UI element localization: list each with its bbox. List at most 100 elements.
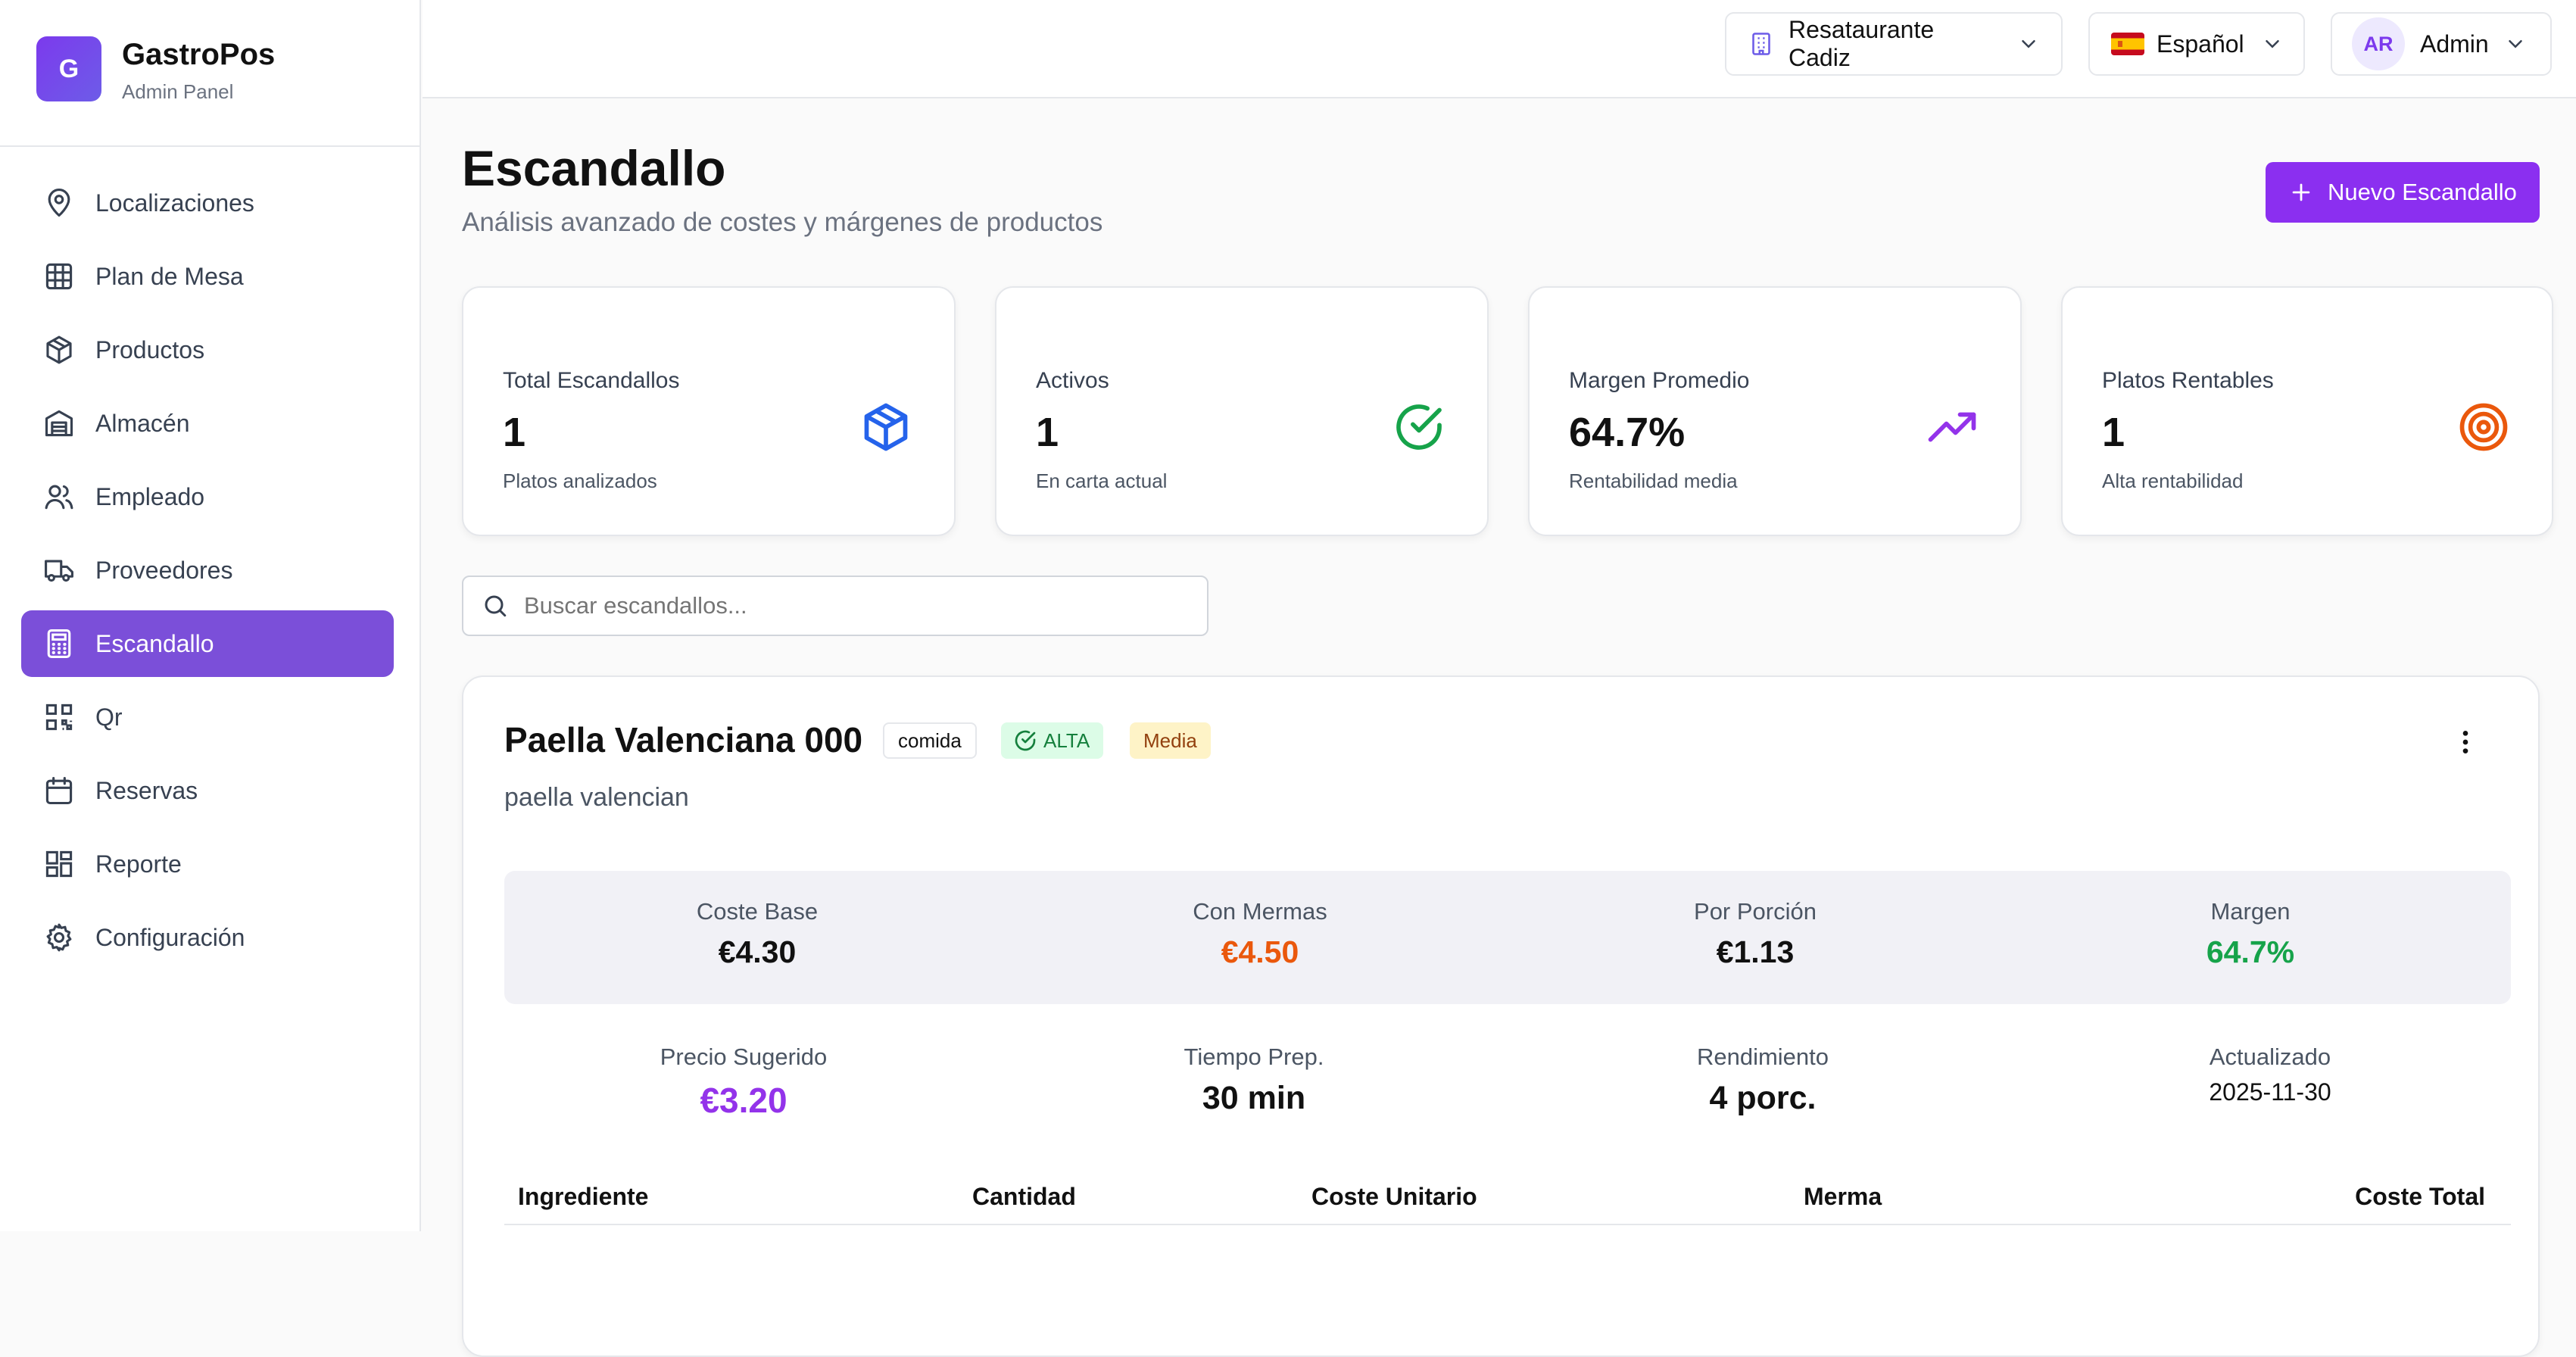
brand-name: GastroPos bbox=[122, 38, 276, 71]
user-name: Admin bbox=[2420, 30, 2489, 58]
metric-value: €4.30 bbox=[718, 934, 797, 969]
category-badge: comida bbox=[883, 722, 977, 759]
brand-subtitle: Admin Panel bbox=[122, 80, 234, 103]
chevron-down-icon bbox=[2265, 40, 2279, 48]
stat-caption: Platos analizados bbox=[503, 469, 657, 492]
stat-label: Total Escandallos bbox=[503, 368, 680, 393]
metric-margen: Margen 64.7% bbox=[2061, 898, 2440, 970]
sidebar-item-productos[interactable]: Productos bbox=[21, 317, 394, 383]
stat-value: 1 bbox=[2102, 410, 2125, 455]
search-icon bbox=[485, 595, 507, 617]
brand-header: G GastroPos Admin Panel bbox=[0, 0, 419, 147]
stat-card-rentables: Platos Rentables 1 Alta rentabilidad bbox=[2061, 286, 2553, 536]
detail-label: Precio Sugerido bbox=[660, 1043, 828, 1070]
avatar: AR bbox=[2352, 17, 2405, 70]
metric-label: Coste Base bbox=[696, 898, 819, 925]
sidebar-item-configuracion[interactable]: Configuración bbox=[21, 904, 394, 971]
sidebar-item-proveedores[interactable]: Proveedores bbox=[21, 537, 394, 604]
qr-code-icon bbox=[45, 703, 73, 731]
language-label: Español bbox=[2157, 30, 2244, 58]
sidebar-item-label: Localizaciones bbox=[95, 189, 254, 217]
table-header-cantidad: Cantidad bbox=[972, 1183, 1076, 1210]
sidebar-item-qr[interactable]: Qr bbox=[21, 684, 394, 750]
metric-label: Con Mermas bbox=[1193, 898, 1327, 925]
detail-rendimiento: Rendimiento 4 porc. bbox=[1573, 1043, 1952, 1117]
sidebar-item-reservas[interactable]: Reservas bbox=[21, 757, 394, 824]
stat-value: 1 bbox=[503, 410, 526, 455]
detail-value: 30 min bbox=[1202, 1080, 1306, 1116]
table-header-ingrediente: Ingrediente bbox=[518, 1183, 649, 1210]
calendar-icon bbox=[45, 776, 73, 805]
sidebar-item-label: Almacén bbox=[95, 409, 190, 437]
trending-up-icon bbox=[1928, 412, 1976, 442]
sidebar-item-almacen[interactable]: Almacén bbox=[21, 390, 394, 457]
sidebar-item-empleado[interactable]: Empleado bbox=[21, 463, 394, 530]
page-subtitle: Análisis avanzado de costes y márgenes d… bbox=[462, 207, 1103, 237]
spain-flag-icon bbox=[2111, 33, 2144, 55]
sidebar-item-label: Productos bbox=[95, 335, 205, 363]
dish-description: paella valencian bbox=[504, 783, 689, 812]
sidebar-item-label: Empleado bbox=[95, 482, 205, 510]
stat-card-margen: Margen Promedio 64.7% Rentabilidad media bbox=[1528, 286, 2022, 536]
detail-precio-sugerido: Precio Sugerido €3.20 bbox=[554, 1043, 933, 1121]
detail-value: 4 porc. bbox=[1709, 1080, 1817, 1116]
stat-label: Margen Promedio bbox=[1569, 368, 1750, 393]
sidebar-item-reporte[interactable]: Reporte bbox=[21, 831, 394, 897]
top-bar: Resataurante Cadiz Español AR Admin bbox=[423, 0, 2576, 98]
sidebar-item-label: Qr bbox=[95, 703, 123, 731]
stat-label: Activos bbox=[1036, 368, 1109, 393]
sidebar-item-label: Reporte bbox=[95, 850, 182, 878]
stat-card-activos: Activos 1 En carta actual bbox=[995, 286, 1489, 536]
sidebar: G GastroPos Admin Panel Localizaciones P… bbox=[0, 0, 421, 1231]
brand-logo: G bbox=[36, 36, 101, 101]
sidebar-item-localizaciones[interactable]: Localizaciones bbox=[21, 170, 394, 236]
sidebar-item-escandallo[interactable]: Escandallo bbox=[21, 610, 394, 677]
sidebar-item-label: Escandallo bbox=[95, 629, 214, 657]
cost-metrics-panel: Coste Base €4.30 Con Mermas €4.50 Por Po… bbox=[504, 871, 2511, 1004]
dish-name: Paella Valenciana 000 bbox=[504, 720, 863, 760]
escandallo-card[interactable]: Paella Valenciana 000 comida ALTA Media … bbox=[462, 675, 2540, 1357]
stat-value: 64.7% bbox=[1569, 410, 1686, 455]
grid-icon bbox=[45, 263, 73, 290]
search-input[interactable] bbox=[524, 592, 1190, 619]
building-icon bbox=[1752, 33, 1770, 55]
new-escandallo-button[interactable]: Nuevo Escandallo bbox=[2266, 162, 2540, 223]
chevron-down-icon bbox=[2508, 40, 2522, 48]
sidebar-item-label: Reservas bbox=[95, 776, 198, 804]
table-header-coste-unitario: Coste Unitario bbox=[1311, 1183, 1477, 1210]
sidebar-item-label: Plan de Mesa bbox=[95, 262, 244, 290]
detail-value: 2025-11-30 bbox=[2209, 1078, 2331, 1106]
stat-value: 1 bbox=[1036, 410, 1059, 455]
detail-actualizado: Actualizado 2025-11-30 bbox=[2081, 1043, 2459, 1106]
detail-label: Actualizado bbox=[2209, 1043, 2331, 1070]
table-header-merma: Merma bbox=[1804, 1183, 1882, 1210]
stat-card-total: Total Escandallos 1 Platos analizados bbox=[462, 286, 956, 536]
stat-caption: Alta rentabilidad bbox=[2102, 469, 2244, 492]
package-icon bbox=[46, 335, 72, 364]
new-escandallo-label: Nuevo Escandallo bbox=[2328, 179, 2517, 205]
gear-icon bbox=[46, 923, 72, 952]
calculator-icon bbox=[47, 629, 71, 658]
metric-coste-base: Coste Base €4.30 bbox=[568, 898, 947, 970]
dashboard-icon bbox=[45, 850, 73, 878]
metric-value: €1.13 bbox=[1716, 934, 1795, 969]
metric-con-mermas: Con Mermas €4.50 bbox=[1071, 898, 1449, 970]
more-options-icon[interactable] bbox=[2450, 727, 2481, 757]
sidebar-item-plan-de-mesa[interactable]: Plan de Mesa bbox=[21, 243, 394, 310]
metric-value: €4.50 bbox=[1221, 934, 1299, 969]
box-icon bbox=[864, 403, 908, 451]
check-circle-icon bbox=[1396, 404, 1442, 450]
user-menu[interactable]: AR Admin bbox=[2331, 12, 2552, 76]
detail-label: Tiempo Prep. bbox=[1184, 1043, 1324, 1070]
sidebar-nav: Localizaciones Plan de Mesa Productos Al… bbox=[21, 170, 394, 978]
difficulty-badge: Media bbox=[1130, 722, 1211, 759]
check-circle-icon bbox=[1015, 730, 1036, 751]
search-box bbox=[462, 576, 1208, 636]
sidebar-item-label: Proveedores bbox=[95, 556, 233, 584]
language-selector[interactable]: Español bbox=[2088, 12, 2305, 76]
truck-icon bbox=[45, 560, 73, 582]
metric-label: Por Porción bbox=[1694, 898, 1817, 925]
detail-tiempo-prep: Tiempo Prep. 30 min bbox=[1065, 1043, 1443, 1117]
restaurant-selector[interactable]: Resataurante Cadiz bbox=[1725, 12, 2063, 76]
table-header-coste-total: Coste Total bbox=[2355, 1183, 2485, 1210]
